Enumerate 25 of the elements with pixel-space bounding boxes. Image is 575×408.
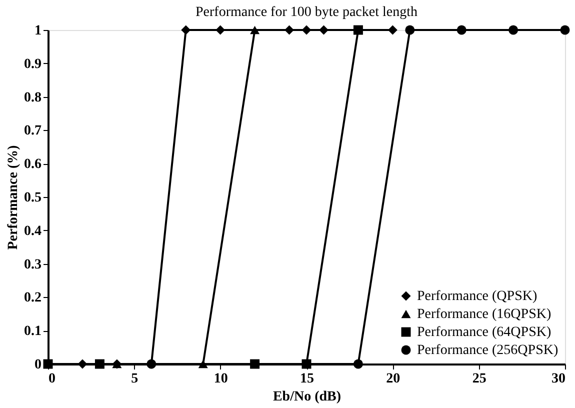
x-tick-label: 5 [131, 372, 138, 386]
y-tick-label: 0.4 [24, 224, 42, 239]
y-tick-label: 0.2 [24, 290, 42, 306]
y-tick-label: 1 [34, 24, 42, 38]
y-tick-label: 0.9 [24, 56, 42, 72]
y-tick-label: 0.3 [24, 257, 42, 272]
y-tick-label: 0.7 [24, 124, 42, 139]
y-tick-label: 0.1 [24, 324, 42, 340]
x-tick-label: 10 [214, 372, 228, 386]
x-tick-label: 25 [472, 372, 486, 386]
x-tick-label: 0 [48, 372, 56, 386]
x-tick-label: 30 [552, 372, 566, 386]
y-axis-title: Performance (%) [6, 144, 21, 250]
legend-label: Performance (256QPSK) [417, 343, 558, 358]
x-tick-label: 20 [386, 372, 400, 386]
legend-label: Performance (QPSK) [417, 289, 538, 304]
x-axis-title: Eb/No (dB) [272, 390, 342, 404]
legend-label: Performance (64QPSK) [417, 325, 552, 340]
chart-title: Performance for 100 byte packet length [196, 5, 418, 20]
x-tick-label: 15 [300, 372, 314, 386]
legend-label: Performance (16QPSK) [417, 307, 552, 322]
y-tick-label: 0 [34, 358, 42, 372]
y-tick-label: 0.8 [24, 90, 42, 106]
y-tick-label: 0.5 [24, 190, 42, 206]
y-tick-label: 0.6 [24, 157, 42, 172]
